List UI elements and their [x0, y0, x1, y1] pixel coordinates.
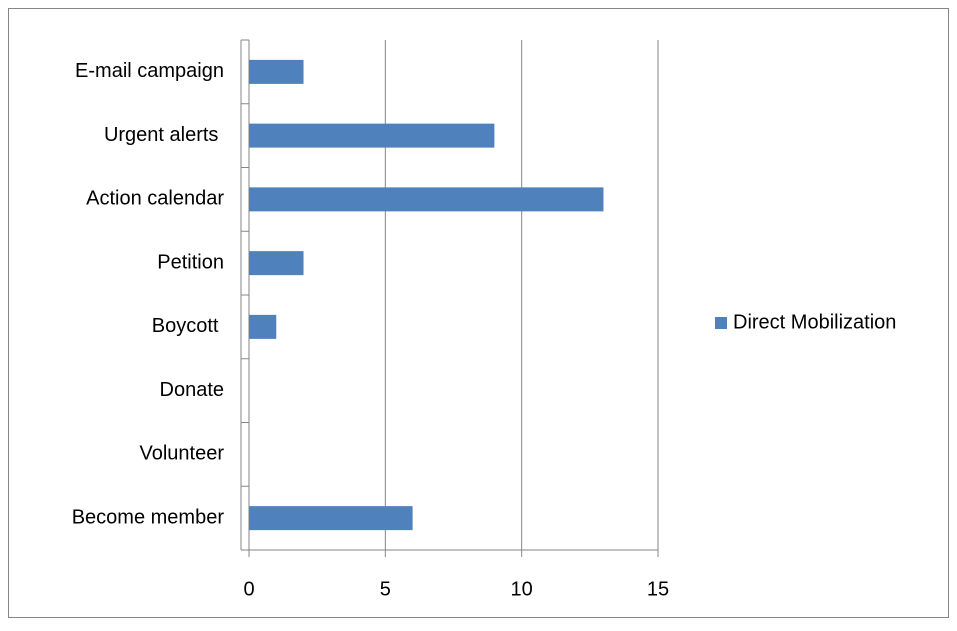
x-tick-label: 0 [243, 578, 254, 600]
chart-border [8, 8, 949, 618]
y-tick-label: Action calendar [86, 188, 224, 210]
x-tick-label: 15 [647, 578, 669, 600]
x-tick-label: 5 [380, 578, 391, 600]
y-tick-label: Petition [157, 251, 224, 273]
legend-swatch [715, 317, 727, 329]
y-tick-label: E-mail campaign [75, 60, 224, 82]
y-tick-label: Become member [72, 506, 225, 528]
y-tick-label: Boycott [152, 315, 224, 337]
bar [249, 123, 495, 148]
bar [249, 506, 413, 531]
bar [249, 187, 604, 212]
legend-label: Direct Mobilization [733, 311, 896, 333]
bar [249, 59, 304, 84]
x-tick-label: 10 [511, 578, 533, 600]
y-tick-label: Volunteer [139, 443, 224, 465]
bar [249, 314, 277, 339]
bar [249, 251, 304, 276]
y-tick-label: Urgent alerts [104, 124, 224, 146]
y-tick-label: Donate [160, 379, 225, 401]
